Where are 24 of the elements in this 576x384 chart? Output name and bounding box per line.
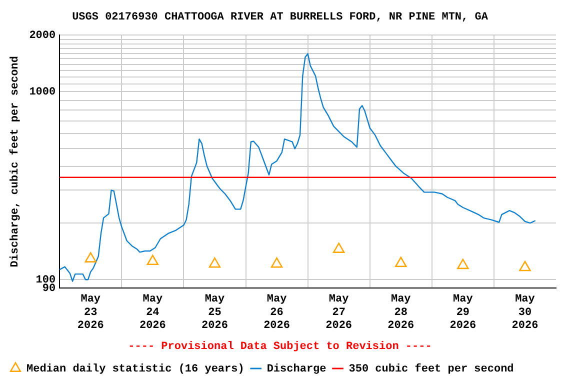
legend-label: Median daily statistic (16 years) <box>26 363 244 376</box>
point <box>270 257 283 268</box>
point <box>519 260 531 272</box>
legend-label: Discharge <box>266 363 327 376</box>
x-tick-label: May 25 2026 <box>202 294 228 332</box>
point <box>146 254 159 266</box>
x-tick-label: May 23 2026 <box>77 294 104 332</box>
point <box>208 257 221 268</box>
x-tick-label: May 30 2026 <box>512 294 538 332</box>
point <box>84 252 96 262</box>
x-tick-label: May 27 2026 <box>326 294 352 332</box>
point <box>332 242 345 253</box>
point <box>457 258 469 270</box>
y-axis-title: Discharge, cubic feet per second <box>8 56 22 268</box>
chart-title: USGS 02176930 CHATTOOGA RIVER AT BURRELLS FORD, NR PINE MTN, GA <box>72 11 488 24</box>
x-tick-label: May 24 2026 <box>139 294 166 332</box>
text: ---- Provisional Data Subject to Revision ---- <box>128 341 432 354</box>
point <box>395 256 407 268</box>
x-tick-label: May 29 2026 <box>450 294 476 332</box>
x-tick-label: May 28 2026 <box>388 294 414 332</box>
y-tick-label: 2000 <box>29 30 56 42</box>
y-tick-label: 1000 <box>29 86 56 99</box>
x-tick-label: May 26 2026 <box>264 294 290 332</box>
legend-label: 350 cubic feet per second <box>348 362 514 376</box>
